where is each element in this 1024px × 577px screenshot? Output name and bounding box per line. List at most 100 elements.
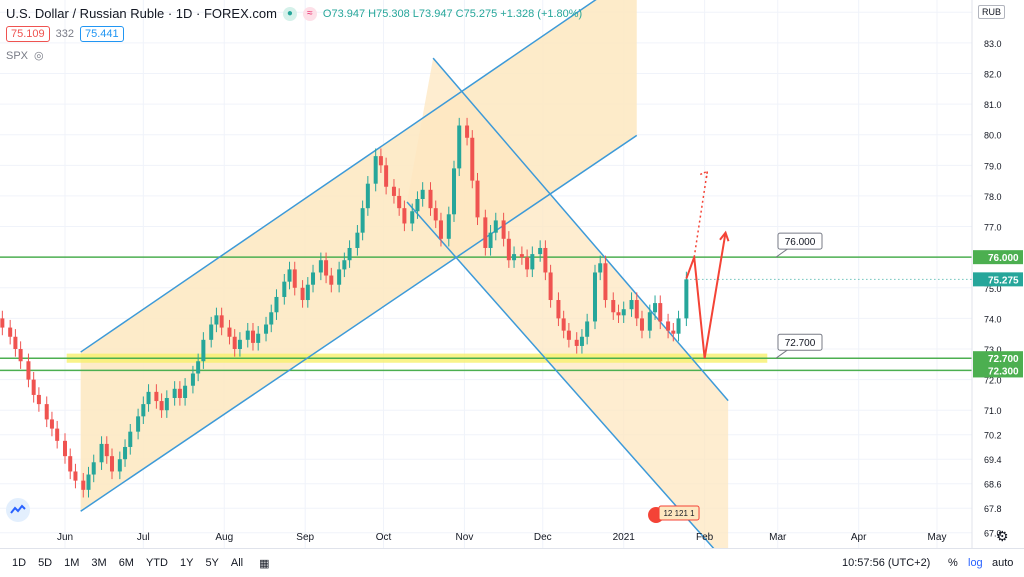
events-label: 12 121 1 <box>663 509 695 518</box>
price-tick-label: 75.0 <box>984 284 1002 294</box>
time-axis: Jun Jul Aug Sep Oct Nov Dec 2021 Feb Mar Apr May <box>57 532 947 543</box>
candle <box>196 353 201 382</box>
level-price-tag <box>973 351 1023 366</box>
candle <box>519 246 524 265</box>
price-tick-label: 69.4 <box>984 455 1002 465</box>
timeframe-1d[interactable]: 1D <box>12 557 27 569</box>
price-tick-label: 68.6 <box>984 480 1002 490</box>
candle <box>282 274 287 305</box>
level-price-tag <box>973 363 1023 378</box>
candle-body <box>519 254 524 258</box>
candle-body <box>452 168 457 215</box>
settings-gear-icon[interactable]: ⚙ <box>996 528 1009 544</box>
time-tick-label: Jun <box>57 532 73 543</box>
candle <box>457 117 462 177</box>
candle-body <box>355 232 360 248</box>
indicator-label[interactable]: SPX <box>6 49 29 62</box>
price-tick-label: 83.0 <box>984 39 1002 49</box>
down-channel-lower <box>406 201 729 566</box>
up-channel-lower <box>80 134 638 512</box>
percent-scale-toggle[interactable]: % <box>948 557 958 569</box>
delayed-data-icon[interactable]: ≈ <box>302 6 317 21</box>
candle-body <box>397 195 402 209</box>
timeframe-3m[interactable]: 3M <box>91 557 107 569</box>
eye-hidden-icon[interactable]: ◎ <box>34 50 44 62</box>
price-tick-label: 71.0 <box>984 406 1002 416</box>
price-tick-label: 67.8 <box>984 504 1002 514</box>
candle-body <box>470 137 475 181</box>
candle <box>342 252 347 278</box>
candle <box>611 292 616 320</box>
candle-body <box>525 257 530 270</box>
candle-body <box>55 428 60 441</box>
candle <box>8 319 13 345</box>
candle <box>190 365 195 394</box>
clock-readout[interactable]: 10:57:56 (UTC+2) <box>842 557 931 569</box>
candle <box>237 332 242 357</box>
candle-body <box>123 446 128 460</box>
candle-body <box>264 324 269 334</box>
timeframe-5d[interactable]: 5D <box>38 557 53 569</box>
candle-body <box>585 321 590 337</box>
ask-price[interactable]: 75.441 <box>80 26 124 42</box>
candle <box>123 439 128 467</box>
candle-body <box>245 330 250 340</box>
time-tick-label: Nov <box>456 532 474 543</box>
candle-body <box>190 373 195 386</box>
candle <box>355 225 360 256</box>
candle <box>397 188 402 216</box>
candle-body <box>512 254 517 261</box>
candle-body <box>493 220 498 233</box>
candle-body <box>671 330 676 334</box>
candle <box>68 448 73 480</box>
candle-body <box>621 309 626 316</box>
timeframe-1m[interactable]: 1M <box>64 557 80 569</box>
candle <box>292 261 297 296</box>
candle-body <box>391 186 396 196</box>
candle-body <box>81 480 86 490</box>
candle <box>324 252 329 284</box>
date-range-icon[interactable]: ▦ <box>259 557 270 570</box>
candle <box>109 448 114 480</box>
candle <box>629 292 634 317</box>
candle <box>159 393 164 418</box>
candle-body <box>214 315 219 325</box>
candle-body <box>598 263 603 273</box>
bid-price[interactable]: 75.109 <box>6 26 50 42</box>
candle-body <box>653 303 658 313</box>
candle <box>183 378 188 406</box>
timeframe-1y[interactable]: 1Y <box>179 557 194 569</box>
timeframe-all[interactable]: All <box>230 557 244 569</box>
timeframe-5y[interactable]: 5Y <box>205 557 219 569</box>
candle-body <box>201 339 206 362</box>
level-price-label: 72.700 <box>988 354 1019 365</box>
candle <box>232 329 237 357</box>
candle <box>55 420 60 449</box>
timeframe-ytd[interactable]: YTD <box>145 557 168 569</box>
tradingview-logo-icon[interactable] <box>6 498 30 522</box>
candle-body <box>164 397 169 411</box>
candle <box>603 255 608 308</box>
candle-body <box>8 327 13 337</box>
candle <box>548 264 553 308</box>
auto-scale-toggle[interactable]: auto <box>992 557 1014 569</box>
candle <box>209 316 214 348</box>
candle-body <box>13 336 18 350</box>
candle <box>561 310 566 339</box>
timeframe-6m[interactable]: 6M <box>118 557 134 569</box>
candle-body <box>282 281 287 297</box>
log-scale-toggle[interactable]: log <box>968 557 983 569</box>
candle-body <box>318 260 323 273</box>
currency-label[interactable]: RUB <box>978 5 1006 19</box>
last-price-label: 75.275 <box>988 275 1019 286</box>
market-open-icon[interactable]: ● <box>282 6 297 21</box>
candle <box>73 463 78 489</box>
price-callout: 72.700 <box>775 333 823 359</box>
candle-body <box>415 198 420 212</box>
candle <box>415 191 420 219</box>
candle-body <box>378 156 383 166</box>
symbol-title[interactable]: U.S. Dollar / Russian Ruble · 1D · FOREX… <box>6 6 277 21</box>
level-price-label: 72.300 <box>988 366 1019 377</box>
candle-body <box>506 238 511 261</box>
